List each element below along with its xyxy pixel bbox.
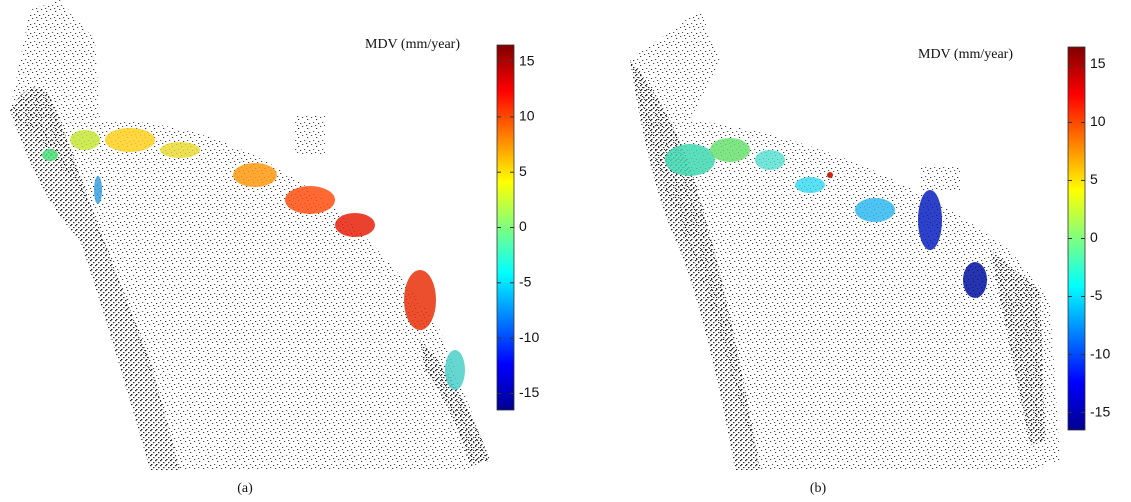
tick-label: 5 [519,163,527,179]
tick-label: 0 [1090,229,1098,245]
point-cloud [10,0,490,470]
tick-label: 10 [519,108,535,124]
tick-label: -15 [519,384,539,400]
point-cloud [630,10,1060,470]
tick-label: 5 [1090,171,1098,187]
tick-label: 15 [519,52,535,68]
figure: (a) MDV (mm/year) 15 10 5 0 -5 -10 -15 (b) MDV (mm… [0,0,1131,502]
tick-label: -5 [1090,287,1103,303]
caption: (b) [810,481,827,496]
tick-label: -10 [519,329,539,345]
tick-label: -15 [1090,403,1110,419]
tick-label: 15 [1090,55,1106,71]
colorbar-title: MDV (mm/year) [365,37,460,52]
colorbar-title: MDV (mm/year) [918,47,1013,62]
tick-label: -5 [519,274,532,290]
tick-label: 0 [519,218,527,234]
tick-label: -10 [1090,345,1110,361]
tick-label: 10 [1090,113,1106,129]
caption: (a) [237,481,253,496]
